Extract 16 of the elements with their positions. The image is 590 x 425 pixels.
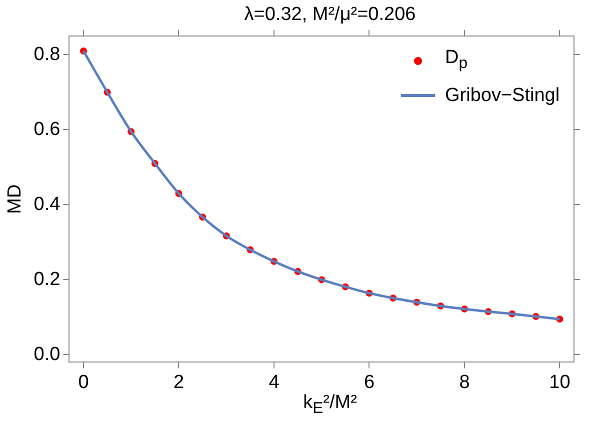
y-tick-label: 0.2: [34, 268, 60, 290]
legend-label: D$_{p}$: [445, 47, 468, 73]
x-tick-label: 10: [549, 372, 570, 393]
y-tick-label: 0.0: [34, 344, 60, 365]
x-tick-label: 8: [459, 372, 470, 393]
x-tick-label: 0: [78, 372, 89, 393]
x-tick-label: 2: [173, 372, 184, 393]
legend-label: Gribov−Stingl: [445, 85, 560, 107]
chart-title: λ=0.32, M²/μ²=0.206: [243, 4, 417, 26]
y-tick-label: 0.8: [34, 44, 60, 65]
y-axis-title: MD: [4, 184, 26, 214]
x-tick-label: 6: [364, 372, 375, 393]
x-axis-title: k$_{E}$²/M²: [302, 392, 358, 418]
y-tick-label: 0.6: [34, 118, 60, 140]
y-tick-label: 0.4: [34, 194, 61, 215]
x-tick-label: 4: [268, 372, 280, 393]
